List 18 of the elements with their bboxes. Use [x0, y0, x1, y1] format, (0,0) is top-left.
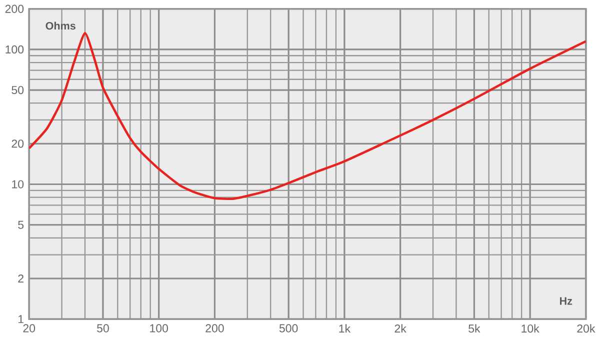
y-tick-label: 2 [18, 274, 24, 282]
x-tick-label: 10k [522, 324, 540, 332]
y-tick-label: 5 [18, 220, 24, 229]
x-tick-label: 2k [394, 324, 406, 332]
x-tick-label: 500 [279, 324, 298, 332]
x-tick-label: 100 [150, 324, 168, 332]
x-axis-title: Hz [560, 297, 572, 304]
x-tick-label: 20k [577, 324, 596, 332]
x-tick-label: 1k [339, 324, 351, 332]
x-tick-label: 5k [468, 324, 480, 332]
y-tick-label: 20 [12, 139, 24, 148]
y-tick-label: 100 [6, 45, 24, 54]
y-tick-label: 10 [12, 180, 24, 188]
y-tick-label: 50 [12, 86, 24, 94]
y-tick-label: 1 [18, 314, 24, 323]
x-tick-label: 50 [97, 324, 109, 332]
x-tick-label: 200 [206, 324, 224, 332]
y-tick-label: 200 [5, 4, 24, 13]
